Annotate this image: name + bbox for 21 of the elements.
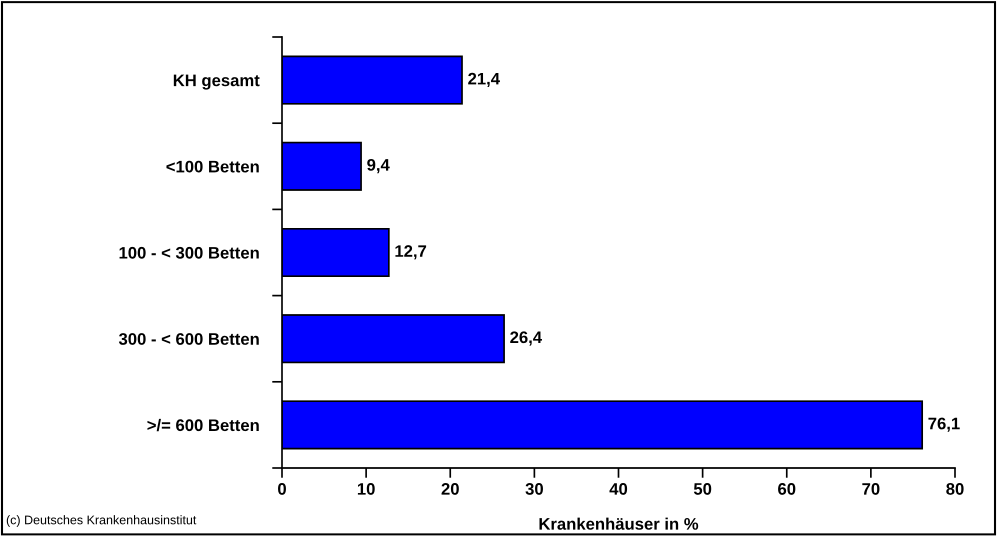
x-tick-label: 20	[442, 483, 459, 495]
data-label: 26,4	[510, 331, 542, 346]
data-label: 12,7	[395, 245, 426, 260]
data-label: 9,4	[367, 158, 390, 174]
y-tick-label: <100 Betten	[166, 160, 259, 173]
x-tick-label: 50	[694, 483, 712, 495]
data-label: 21,4	[468, 72, 500, 87]
x-tick-label: 80	[946, 483, 964, 495]
x-tick-label: 30	[525, 483, 543, 495]
y-tick-label: KH gesamt	[174, 74, 260, 90]
x-tick-label: 70	[862, 483, 880, 495]
y-tick-label: 300 - < 600 Betten	[118, 333, 259, 345]
y-tick-label: 100 - < 300 Betten	[120, 246, 259, 259]
text: (c) Deutsches Krankenhausinstitut	[6, 515, 196, 527]
x-tick-label: 40	[609, 483, 628, 495]
data-label: 76,1	[928, 418, 960, 432]
x-tick-label: 10	[358, 483, 375, 495]
x-tick-label: 60	[778, 483, 796, 495]
x-axis-title: Krankenhäuser in %	[540, 518, 698, 530]
x-tick-label: 0	[278, 483, 286, 495]
y-tick-label: >/= 600 Betten	[147, 418, 259, 432]
